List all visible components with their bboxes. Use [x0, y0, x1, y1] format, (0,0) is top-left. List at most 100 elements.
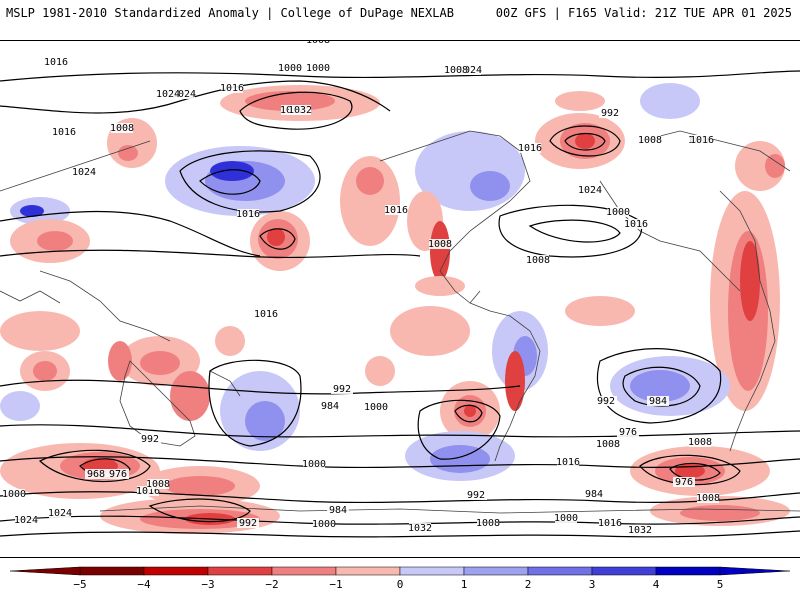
isobar-label: 1024 [156, 89, 180, 100]
isobar-label-bg [617, 427, 639, 437]
colorbar-arrow-left [9, 566, 81, 576]
isobar-label: 976 [675, 477, 693, 488]
isobar-label: 992 [597, 396, 615, 407]
isobar-label: 1008 [306, 41, 330, 46]
isobar-label: 1016 [220, 83, 244, 94]
isobar-label-bg [45, 57, 67, 67]
isobar-label: 984 [585, 489, 603, 500]
isobar-label-bg [429, 239, 451, 249]
anomaly-region [118, 145, 138, 161]
anomaly-region [267, 228, 285, 246]
colorbar-segment [143, 566, 209, 576]
anomaly-region [0, 391, 40, 421]
anomaly-region [0, 311, 80, 351]
anomaly-region [165, 476, 235, 496]
isobar [454, 404, 483, 423]
anomaly-region [210, 161, 254, 181]
isobar-label-bg [519, 143, 541, 153]
isobar-label-bg [327, 505, 349, 515]
isobar-label: 1008 [444, 65, 468, 76]
coastline [119, 360, 196, 447]
anomaly-region [630, 370, 690, 402]
anomaly-shading [0, 83, 790, 534]
isobar-label-bg [689, 437, 711, 447]
anomaly-region [365, 356, 395, 386]
anomaly-region [765, 154, 785, 178]
isobar-label: 1000 [2, 489, 26, 500]
isobar-label-bg [3, 489, 25, 499]
anomaly-region [37, 231, 73, 251]
coastline [639, 130, 791, 172]
isobar-label-bg [597, 439, 619, 449]
isobar-label-bg [385, 205, 407, 215]
isobar [0, 379, 521, 395]
isobar-label: 1008 [428, 239, 452, 250]
isobar-label: 1016 [690, 135, 714, 146]
isobar [622, 366, 701, 407]
isobar-label: 1024 [458, 65, 482, 76]
anomaly-region [33, 361, 57, 381]
isobar-label-bg [111, 123, 133, 133]
anomaly-region [340, 156, 400, 246]
anomaly-region [555, 91, 605, 111]
isobar-label-bg [599, 108, 621, 118]
isobar-label: 1024 [48, 508, 72, 519]
isobar-label: 1000 [312, 519, 336, 530]
isobar-label: 1008 [110, 123, 134, 134]
isobar-label: 1000 [278, 63, 302, 74]
colorbar-tick-label: 0 [396, 578, 404, 591]
isobar-label-bg [673, 477, 695, 487]
anomaly-region [356, 167, 384, 195]
isobar-label: 1024 [578, 185, 602, 196]
run-info: 00Z GFS | F165 Valid: 21Z TUE APR 01 202… [495, 6, 792, 20]
isobar-label-bg [313, 519, 335, 529]
colorbar-segment [591, 566, 657, 576]
isobar-label-bg [289, 105, 311, 115]
isobar [38, 449, 151, 483]
isobar-label: 1032 [628, 525, 652, 536]
isobar-label-bg [173, 89, 195, 99]
isobar-label: 1008 [146, 479, 170, 490]
coastline [39, 270, 171, 342]
isobar [417, 399, 501, 460]
isobar [564, 132, 606, 151]
isobar-label-bg [85, 469, 107, 479]
isobar [0, 210, 261, 257]
isobar-label-bg [331, 384, 353, 394]
isobar [549, 125, 621, 157]
isobar [0, 530, 800, 538]
isobar-label-bg [629, 525, 651, 535]
isobar-label-bg [595, 396, 617, 406]
isobar-label-bg [527, 255, 549, 265]
anomaly-region [470, 171, 510, 201]
isobar-label-bg [409, 523, 431, 533]
isobar [179, 150, 321, 213]
isobar-label-bg [477, 518, 499, 528]
isobar [199, 169, 261, 195]
isobar-label-bg [279, 63, 301, 73]
colorbar-tick-label: −3 [201, 578, 215, 591]
coastline [0, 140, 151, 192]
isobar-label-bg [221, 83, 243, 93]
isobar-label-bg [459, 65, 481, 75]
isobar-label: 1024 [14, 515, 38, 526]
isobar-label-bg [445, 65, 467, 75]
isobar-label: 1000 [606, 207, 630, 218]
isobar-label-bg [465, 490, 487, 500]
anomaly-region [575, 133, 595, 149]
isobar-label: 1008 [696, 493, 720, 504]
isobar [0, 249, 421, 259]
isobar [528, 219, 621, 243]
colorbar-segment [463, 566, 529, 576]
isobar-label: 1016 [254, 309, 278, 320]
isobar-label-bg [137, 486, 159, 496]
colorbar-tick-label: 3 [588, 578, 596, 591]
isobar-label: 1008 [688, 437, 712, 448]
isobar-label-bg [697, 493, 719, 503]
isobar-label-bg [625, 219, 647, 229]
isobar-label: 1016 [44, 57, 68, 68]
anomaly-region [245, 401, 285, 441]
isobar-label: 1000 [554, 513, 578, 524]
isobar [0, 70, 800, 82]
isobar-label-bg [639, 135, 661, 145]
